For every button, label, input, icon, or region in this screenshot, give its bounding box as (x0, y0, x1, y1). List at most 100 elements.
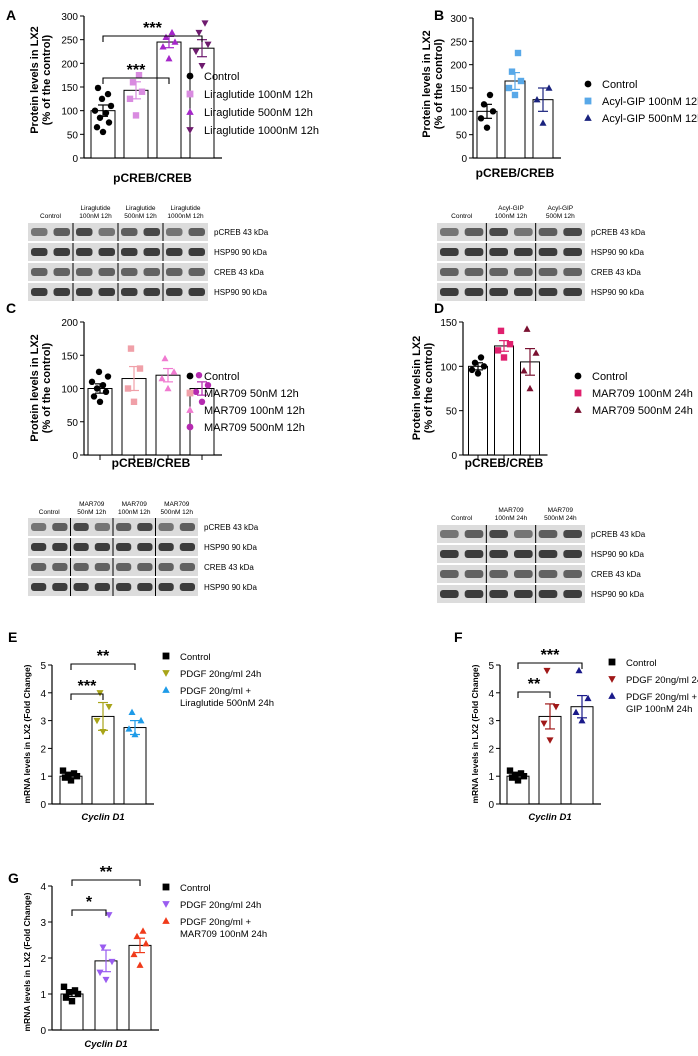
panel-letter: A (6, 7, 16, 23)
legend-label: Control (626, 658, 657, 669)
data-point (124, 385, 132, 392)
data-point (131, 730, 139, 738)
y-tick-label: 0 (461, 154, 467, 165)
blot-lane-label: Acyl-GIP 500M 12h (546, 205, 575, 220)
blot-band (73, 543, 89, 551)
x-axis-label: pCREB/CREB (112, 456, 191, 470)
data-point (545, 84, 553, 91)
blot-band (188, 268, 205, 276)
blot-band (121, 288, 138, 296)
y-tick-label: 4 (40, 882, 46, 893)
y-tick-label: 0 (40, 1026, 46, 1037)
data-point (70, 770, 78, 777)
data-point (514, 49, 522, 57)
legend-marker (186, 90, 194, 98)
blot-lane-label-line: 500M 12h (546, 213, 575, 220)
panel-c: C 0 50 100 150 200 Protein levels in LX2 (% of … (6, 300, 305, 596)
data-point (59, 767, 67, 774)
data-point (505, 84, 513, 92)
blot-band (116, 523, 132, 531)
y-tick-label: 150 (450, 84, 467, 95)
blot-band (53, 248, 70, 256)
blot-band (158, 583, 174, 591)
legend-marker (608, 676, 616, 683)
data-point (480, 101, 488, 108)
x-axis-label: Cyclin D1 (81, 812, 124, 823)
blot-strip (437, 283, 585, 301)
significance-bracket (102, 77, 170, 84)
blot-band-label: HSP90 90 kDa (214, 248, 267, 257)
data-point (198, 398, 206, 405)
blot-band (52, 523, 68, 531)
blot-band-label: HSP90 90 kDa (591, 288, 644, 297)
blot-band (166, 268, 183, 276)
y-axis-label: (% of the control) (423, 342, 435, 433)
blot-band (52, 543, 68, 551)
blot-band-label: pCREB 43 kDa (591, 530, 646, 539)
significance-label: * (86, 894, 93, 911)
y-axis-label: mRNA levels in LX2 (Fold Change) (22, 664, 32, 803)
y-tick-label: 3 (40, 717, 46, 728)
data-point (572, 708, 580, 715)
legend-marker (574, 389, 582, 397)
blot-band (563, 228, 582, 236)
blot-lane-label: Control (451, 213, 473, 220)
y-tick-label: 250 (450, 37, 467, 48)
legend-label: PDGF 20ng/ml + MAR709 100nM 24h (180, 917, 267, 940)
blot-band (440, 248, 459, 256)
y-axis-label: Protein levels in LX2 (29, 26, 41, 134)
blot-band (514, 228, 533, 236)
data-point (500, 354, 508, 361)
blot-band (98, 288, 115, 296)
blot-band (514, 590, 533, 598)
blot-band (188, 248, 205, 256)
data-point (165, 54, 173, 62)
y-tick-label: 4 (40, 689, 46, 700)
y-axis-label: Protein levels in LX2 (421, 30, 433, 138)
y-tick-label: 2 (488, 744, 494, 755)
y-tick-label: 200 (61, 59, 78, 70)
legend-label: Acyl-GIP 100nM 12h (602, 96, 698, 108)
blot-band (31, 543, 47, 551)
legend-marker (584, 97, 592, 105)
data-point (474, 370, 482, 377)
blot-band (440, 530, 459, 538)
data-point (107, 102, 115, 110)
blot-lane-label-line: 100nM 24h (495, 515, 528, 522)
y-tick-label: 50 (446, 407, 458, 418)
data-point (99, 729, 107, 736)
legend-label: MAR709 500nM 24h (592, 405, 693, 417)
bar (156, 41, 182, 159)
legend-label: Control (592, 371, 627, 383)
y-tick-label: 1 (40, 772, 46, 783)
blot-band (563, 530, 582, 538)
blot-band (440, 570, 459, 578)
blot-band (158, 543, 174, 551)
blot-band (137, 583, 153, 591)
blot-band (137, 563, 153, 571)
data-point (96, 114, 104, 121)
blot-lane-label-line: 500nM 12h (124, 213, 157, 220)
panel-letter: D (434, 300, 444, 316)
data-point (171, 38, 179, 45)
panel-a: A 0 50 100 150 200 250 300 Protein levels in LX2… (6, 7, 319, 301)
blot-band (76, 228, 93, 236)
blot-band-label: HSP90 90 kDa (591, 590, 644, 599)
data-point (489, 108, 497, 115)
blot-band (121, 228, 138, 236)
blot-band (53, 268, 70, 276)
legend-marker (186, 389, 194, 397)
blot-band (73, 523, 89, 531)
legend-label: Control (180, 652, 211, 663)
data-point (95, 368, 103, 376)
blot-band (76, 248, 93, 256)
data-point (139, 927, 147, 934)
data-point (471, 359, 479, 366)
data-point (129, 79, 137, 86)
blot-strip (437, 525, 585, 543)
data-point (96, 969, 104, 977)
y-tick-label: 50 (67, 130, 79, 141)
blot-band (166, 288, 183, 296)
y-tick-label: 150 (61, 351, 78, 362)
